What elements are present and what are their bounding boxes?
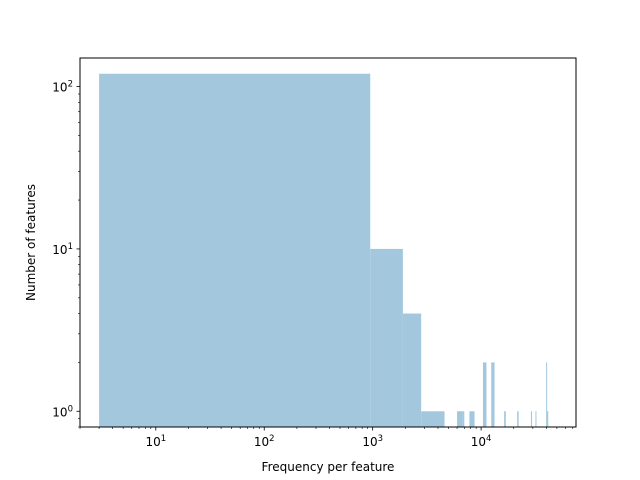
histogram-bar: [535, 411, 537, 427]
histogram-bar: [370, 248, 403, 427]
histogram-bar: [517, 411, 519, 427]
x-axis-ticks: 101 102 103 104: [79, 427, 574, 449]
y-axis-label: Number of features: [24, 184, 38, 301]
y-axis-ticks: 100 101 102: [52, 80, 80, 428]
x-tick-label: 104: [471, 434, 492, 449]
histogram-bar: [491, 362, 495, 427]
histogram-bars: [99, 73, 549, 427]
histogram-bar: [99, 73, 371, 427]
histogram-bar: [504, 411, 506, 427]
x-tick-label: 103: [362, 434, 383, 449]
x-tick-label: 101: [145, 434, 166, 449]
y-tick-label: 100: [52, 404, 73, 419]
x-tick-label: 102: [254, 434, 275, 449]
histogram-bar: [482, 362, 487, 427]
x-axis-label: Frequency per feature: [262, 460, 395, 474]
histogram-bar: [457, 411, 463, 427]
histogram-bar: [421, 411, 445, 427]
histogram-bar: [546, 411, 549, 427]
histogram-bar: [469, 411, 475, 427]
histogram-bar: [402, 313, 422, 427]
y-tick-label: 101: [52, 242, 73, 257]
histogram-bar: [462, 411, 465, 427]
y-tick-label: 102: [52, 80, 73, 95]
plot-frame: [79, 57, 577, 428]
histogram-bar: [546, 362, 548, 427]
histogram-bar: [530, 411, 533, 427]
